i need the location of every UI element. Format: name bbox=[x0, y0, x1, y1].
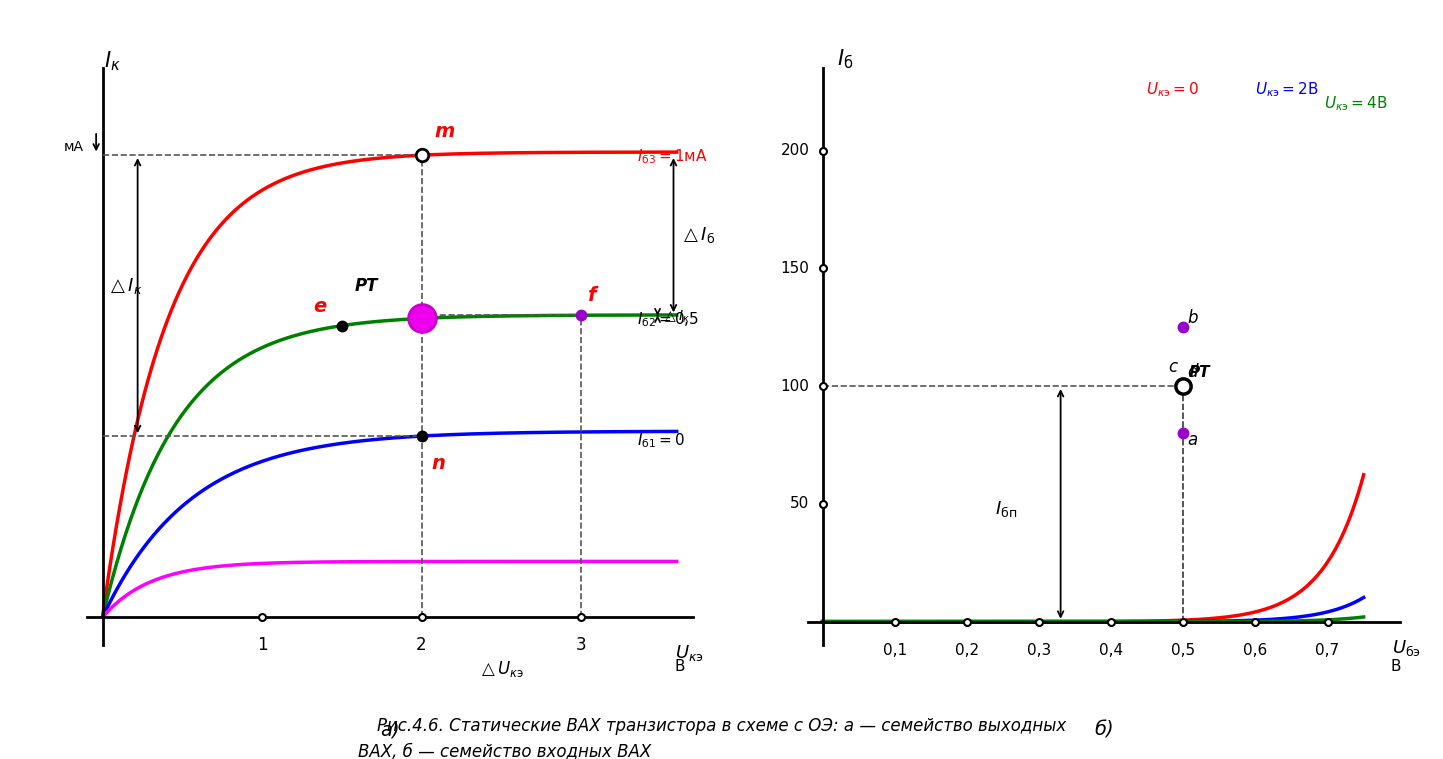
Text: 0,5: 0,5 bbox=[1172, 643, 1195, 658]
Text: f: f bbox=[587, 286, 596, 305]
Text: 1: 1 bbox=[257, 636, 267, 653]
Text: В: В bbox=[1391, 660, 1401, 674]
Text: $I_{\text{б1}} = 0$: $I_{\text{б1}} = 0$ bbox=[636, 431, 684, 450]
Text: m: m bbox=[434, 121, 455, 140]
Text: РТ: РТ bbox=[1189, 365, 1211, 380]
Text: 3: 3 bbox=[576, 636, 586, 653]
Text: 0,1: 0,1 bbox=[883, 643, 906, 658]
Text: b: b bbox=[1188, 309, 1198, 326]
Text: e: e bbox=[313, 297, 326, 316]
Text: $I_{\text{бп}}$: $I_{\text{бп}}$ bbox=[996, 499, 1017, 518]
Text: 0,2: 0,2 bbox=[955, 643, 978, 658]
Text: $U_{\kappa\text{э}}=0$: $U_{\kappa\text{э}}=0$ bbox=[1146, 80, 1199, 99]
Text: а): а) bbox=[380, 720, 400, 739]
Text: 0,6: 0,6 bbox=[1244, 643, 1267, 658]
Text: ВАХ, б — семейство входных ВАХ: ВАХ, б — семейство входных ВАХ bbox=[358, 742, 652, 759]
Text: 200: 200 bbox=[781, 143, 810, 158]
Text: d: d bbox=[1188, 363, 1198, 381]
Text: 0,7: 0,7 bbox=[1316, 643, 1339, 658]
Text: $\triangle U_{\kappa\text{э}}$: $\triangle U_{\kappa\text{э}}$ bbox=[478, 659, 524, 679]
Text: $I_{\kappa}$: $I_{\kappa}$ bbox=[104, 49, 120, 73]
Text: n: n bbox=[431, 454, 444, 473]
Text: $U_{\kappa\text{э}}=2\text{В}$: $U_{\kappa\text{э}}=2\text{В}$ bbox=[1255, 80, 1319, 99]
Text: 2: 2 bbox=[416, 636, 427, 653]
Text: 50: 50 bbox=[791, 496, 810, 512]
Text: РТ: РТ bbox=[355, 276, 378, 294]
Text: мА: мА bbox=[63, 140, 84, 154]
Text: $I_{\text{б2}} = 0{,}5$: $I_{\text{б2}} = 0{,}5$ bbox=[636, 310, 698, 329]
Text: $\triangle I_{\kappa}$: $\triangle I_{\kappa}$ bbox=[662, 309, 690, 325]
Text: $U_{\kappa\text{э}}=4\text{В}$: $U_{\kappa\text{э}}=4\text{В}$ bbox=[1323, 94, 1388, 113]
Text: $U_{\kappa\text{э}}$: $U_{\kappa\text{э}}$ bbox=[675, 643, 704, 663]
Text: $U_{\text{бэ}}$: $U_{\text{бэ}}$ bbox=[1392, 638, 1421, 658]
Text: 0,4: 0,4 bbox=[1100, 643, 1123, 658]
Text: 0,3: 0,3 bbox=[1027, 643, 1051, 658]
Text: $\triangle I_{\text{б}}$: $\triangle I_{\text{б}}$ bbox=[680, 225, 716, 245]
Text: c: c bbox=[1169, 358, 1177, 376]
Text: $I_{\text{б}}$: $I_{\text{б}}$ bbox=[837, 47, 853, 71]
Text: a: a bbox=[1186, 431, 1198, 449]
Text: $\triangle I_{\kappa}$: $\triangle I_{\kappa}$ bbox=[107, 276, 143, 296]
Text: 100: 100 bbox=[781, 379, 810, 394]
Text: $I_{\text{б3}} = 1\text{мА}$: $I_{\text{б3}} = 1\text{мА}$ bbox=[636, 147, 707, 166]
Text: В: В bbox=[675, 659, 685, 674]
Text: б): б) bbox=[1094, 720, 1114, 739]
Text: Рис.4.6. Статические ВАХ транзистора в схеме с ОЭ: а — семейство выходных: Рис.4.6. Статические ВАХ транзистора в с… bbox=[377, 717, 1066, 735]
Text: 150: 150 bbox=[781, 261, 810, 276]
